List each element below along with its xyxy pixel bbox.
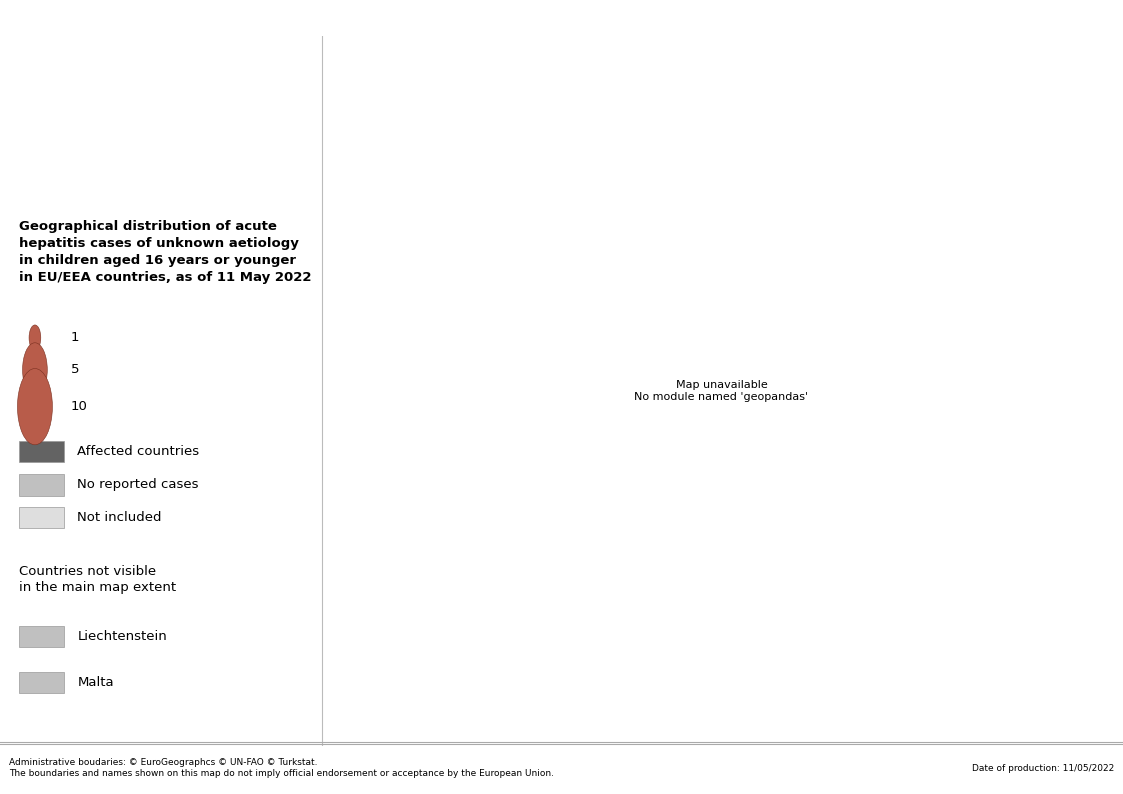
Text: Not included: Not included bbox=[77, 511, 162, 524]
Text: Map unavailable
No module named 'geopandas': Map unavailable No module named 'geopand… bbox=[634, 380, 809, 402]
FancyBboxPatch shape bbox=[19, 672, 64, 693]
Text: Countries not visible
in the main map extent: Countries not visible in the main map ex… bbox=[19, 565, 176, 594]
Text: Administrative boudaries: © EuroGeographcs © UN-FAO © Turkstat.
The boundaries a: Administrative boudaries: © EuroGeograph… bbox=[9, 758, 554, 778]
FancyBboxPatch shape bbox=[19, 441, 64, 462]
Text: 10: 10 bbox=[71, 400, 88, 413]
Text: Affected countries: Affected countries bbox=[77, 445, 200, 458]
Text: Malta: Malta bbox=[77, 676, 113, 689]
Circle shape bbox=[18, 368, 53, 445]
Text: No reported cases: No reported cases bbox=[77, 478, 199, 491]
FancyBboxPatch shape bbox=[19, 507, 64, 528]
Text: Date of production: 11/05/2022: Date of production: 11/05/2022 bbox=[971, 764, 1114, 773]
Text: 5: 5 bbox=[71, 363, 80, 376]
FancyBboxPatch shape bbox=[19, 474, 64, 495]
FancyBboxPatch shape bbox=[19, 626, 64, 647]
Circle shape bbox=[29, 325, 40, 350]
Text: 1: 1 bbox=[71, 331, 80, 345]
Text: Liechtenstein: Liechtenstein bbox=[77, 630, 167, 642]
Circle shape bbox=[22, 343, 47, 397]
Text: Geographical distribution of acute
hepatitis cases of unknown aetiology
in child: Geographical distribution of acute hepat… bbox=[19, 221, 311, 284]
